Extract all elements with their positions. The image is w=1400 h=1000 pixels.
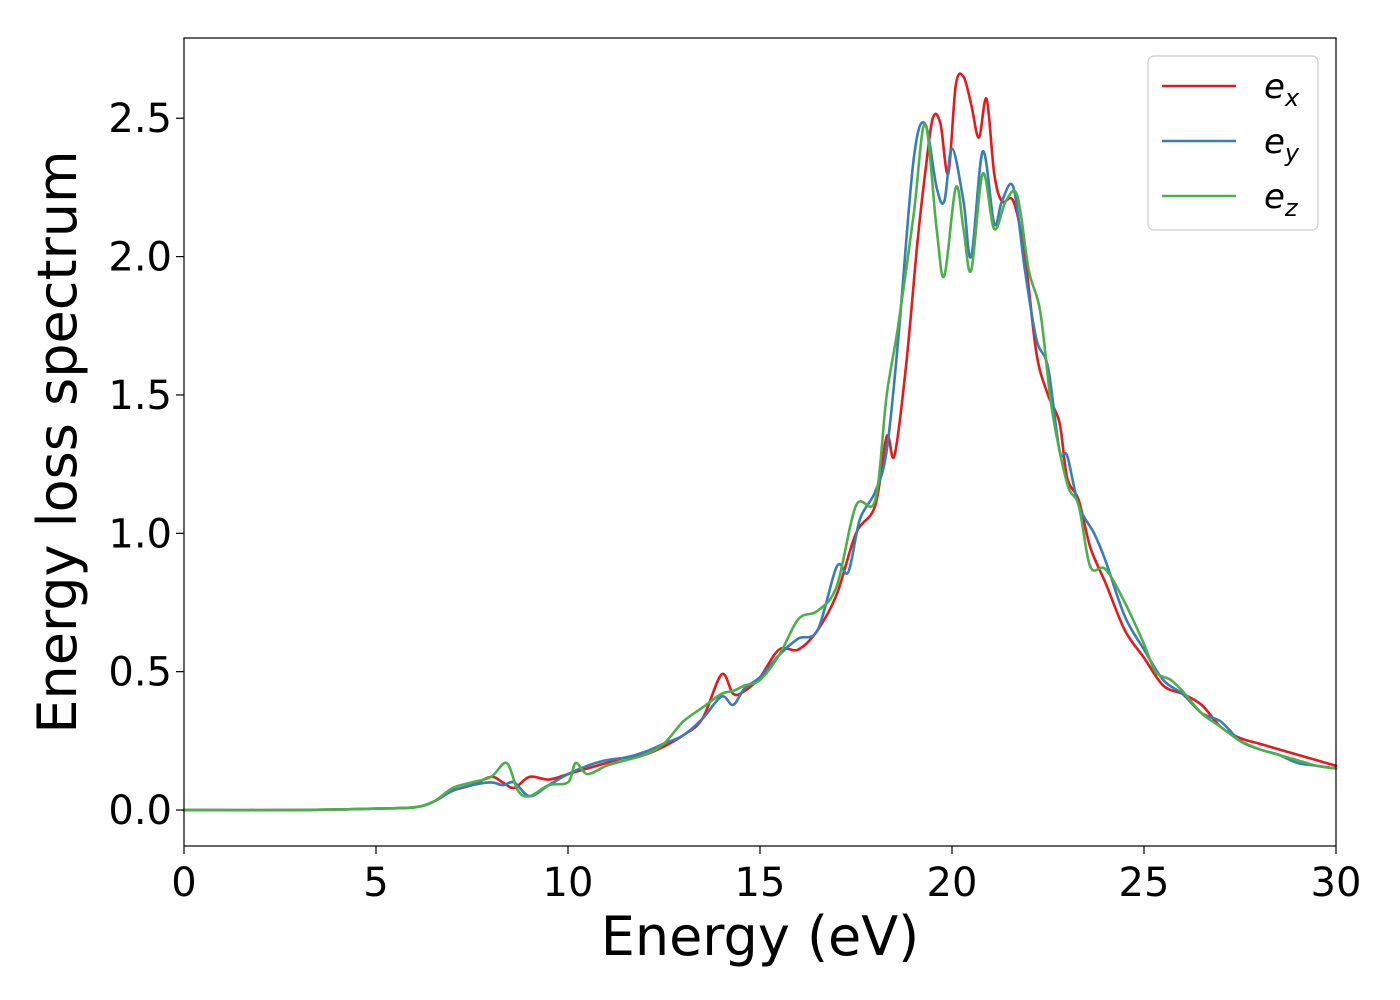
y-axis-ticks: 0.0 0.5 1.0 1.5 2.0 2.5 — [108, 96, 184, 834]
x-tick-label: 30 — [1311, 860, 1362, 906]
x-tick-label: 15 — [735, 860, 786, 906]
y-tick-label: 0.0 — [108, 788, 172, 834]
y-axis-title: Energy loss spectrum — [26, 150, 89, 733]
legend-box — [1147, 55, 1319, 231]
series-layer — [182, 72, 1338, 812]
x-tick-label: 10 — [543, 860, 594, 906]
y-tick-label: 2.5 — [108, 96, 172, 142]
x-tick-label: 0 — [171, 860, 196, 906]
x-tick-label: 25 — [1119, 860, 1170, 906]
legend-label-x: ex — [1264, 67, 1300, 112]
legend-label-y: ey — [1264, 122, 1300, 167]
y-tick-label: 1.0 — [108, 511, 172, 557]
x-axis-ticks: 0 5 10 15 20 25 30 — [171, 846, 1361, 906]
legend: ex ey ez — [1147, 55, 1319, 231]
legend-label-z: ez — [1264, 177, 1299, 222]
x-tick-label: 20 — [927, 860, 978, 906]
y-tick-label: 1.5 — [108, 373, 172, 419]
series-line-x — [182, 72, 1338, 812]
x-axis-title: Energy (eV) — [601, 905, 920, 968]
legend-entries: ex ey ez — [1162, 67, 1300, 222]
series-line-z — [182, 122, 1338, 812]
x-tick-label: 5 — [363, 860, 388, 906]
y-tick-label: 0.5 — [108, 650, 172, 696]
y-tick-label: 2.0 — [108, 235, 172, 281]
